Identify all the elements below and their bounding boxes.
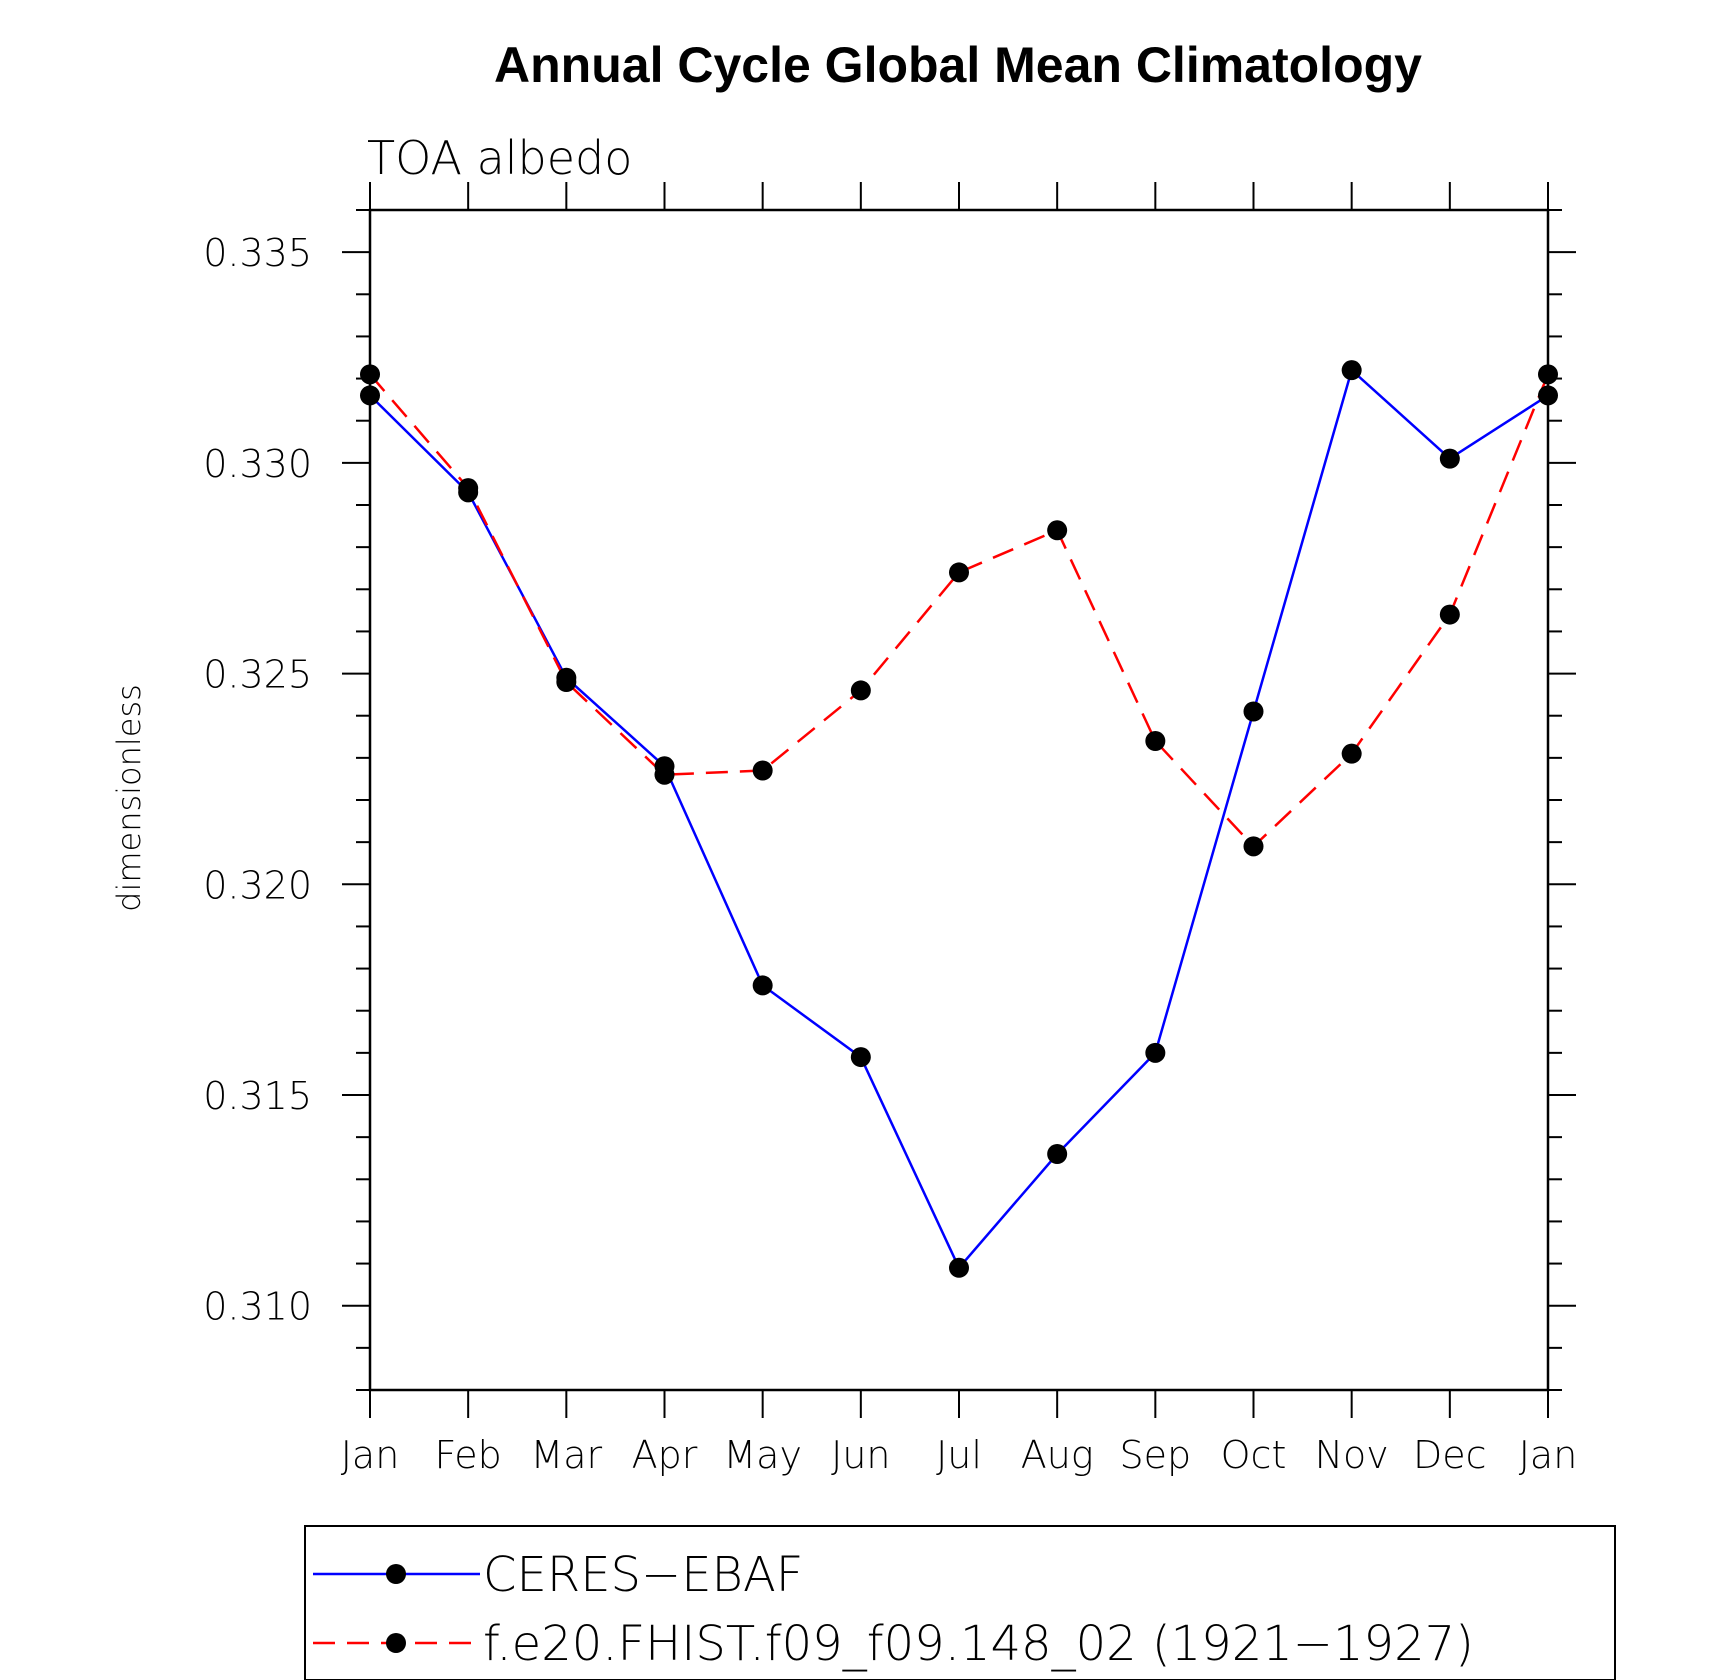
axes: 0.310 0.315 0.320 0.325 0.330 0.335 Jan Feb Mar A… xyxy=(203,182,1577,1477)
data-point-series-0 xyxy=(360,385,380,406)
x-tick-label: Jan xyxy=(1519,1433,1578,1477)
x-tick-label: Nov xyxy=(1315,1433,1389,1477)
y-tick-label: 0.330 xyxy=(203,442,312,486)
data-point-series-0 xyxy=(1439,448,1460,469)
data-point-series-1 xyxy=(1341,743,1362,764)
data-point-series-1 xyxy=(1243,836,1264,857)
data-point-series-1 xyxy=(1538,364,1558,385)
data-point-series-1 xyxy=(1145,731,1166,751)
y-axis-label: dimensionless xyxy=(110,684,148,912)
data-point-series-0 xyxy=(752,975,773,996)
series-line-0 xyxy=(369,367,1549,1271)
chart-subtitle: TOA albedo xyxy=(367,131,632,185)
data-point-series-1 xyxy=(360,364,380,385)
data-point-series-1 xyxy=(752,760,773,781)
legend-marker-ceres-ebaf xyxy=(386,1564,406,1584)
x-tick-label: Jun xyxy=(831,1433,890,1477)
data-point-series-0 xyxy=(1047,1144,1068,1164)
y-tick-label: 0.320 xyxy=(203,863,312,907)
x-tick-label: May xyxy=(723,1433,802,1477)
x-tick-label: Jul xyxy=(936,1433,982,1477)
x-tick-label: Aug xyxy=(1021,1433,1094,1477)
y-tick-label: 0.310 xyxy=(203,1285,312,1329)
x-tick-label: Feb xyxy=(435,1433,502,1477)
data-point-series-0 xyxy=(1243,701,1264,722)
data-point-series-1 xyxy=(949,562,969,583)
data-point-series-1 xyxy=(556,672,577,692)
chart-title: Annual Cycle Global Mean Climatology xyxy=(494,37,1422,93)
data-point-series-1 xyxy=(1439,604,1460,625)
x-tick-label: Sep xyxy=(1120,1433,1192,1477)
x-tick-label: Apr xyxy=(632,1433,698,1477)
y-tick-label: 0.335 xyxy=(203,231,312,275)
data-point-series-1 xyxy=(654,764,675,785)
data-point-series-1 xyxy=(458,478,479,499)
y-tick-label: 0.325 xyxy=(203,653,312,697)
x-tick-label: Mar xyxy=(530,1433,602,1477)
legend: CERES−EBAF f.e20.FHIST.f09_f09.148_02 (1… xyxy=(304,1525,1616,1680)
series-layer xyxy=(360,360,1558,1278)
data-point-series-0 xyxy=(1538,385,1558,406)
legend-label-ceres-ebaf: CERES−EBAF xyxy=(483,1547,803,1603)
data-point-series-1 xyxy=(1047,520,1068,541)
data-point-series-1 xyxy=(850,680,871,701)
data-point-series-0 xyxy=(1341,360,1362,381)
data-point-series-0 xyxy=(850,1047,871,1068)
y-tick-label: 0.315 xyxy=(203,1074,312,1118)
legend-box xyxy=(304,1525,1616,1680)
x-tick-label: Jan xyxy=(341,1433,400,1477)
data-point-series-0 xyxy=(949,1257,969,1278)
x-tick-label: Dec xyxy=(1413,1433,1487,1477)
legend-label-model: f.e20.FHIST.f09_f09.148_02 (1921−1927) xyxy=(483,1616,1474,1672)
data-point-series-0 xyxy=(1145,1042,1166,1063)
series-line-1 xyxy=(369,373,1550,849)
x-tick-label: Oct xyxy=(1221,1433,1287,1477)
legend-marker-model xyxy=(386,1633,406,1653)
